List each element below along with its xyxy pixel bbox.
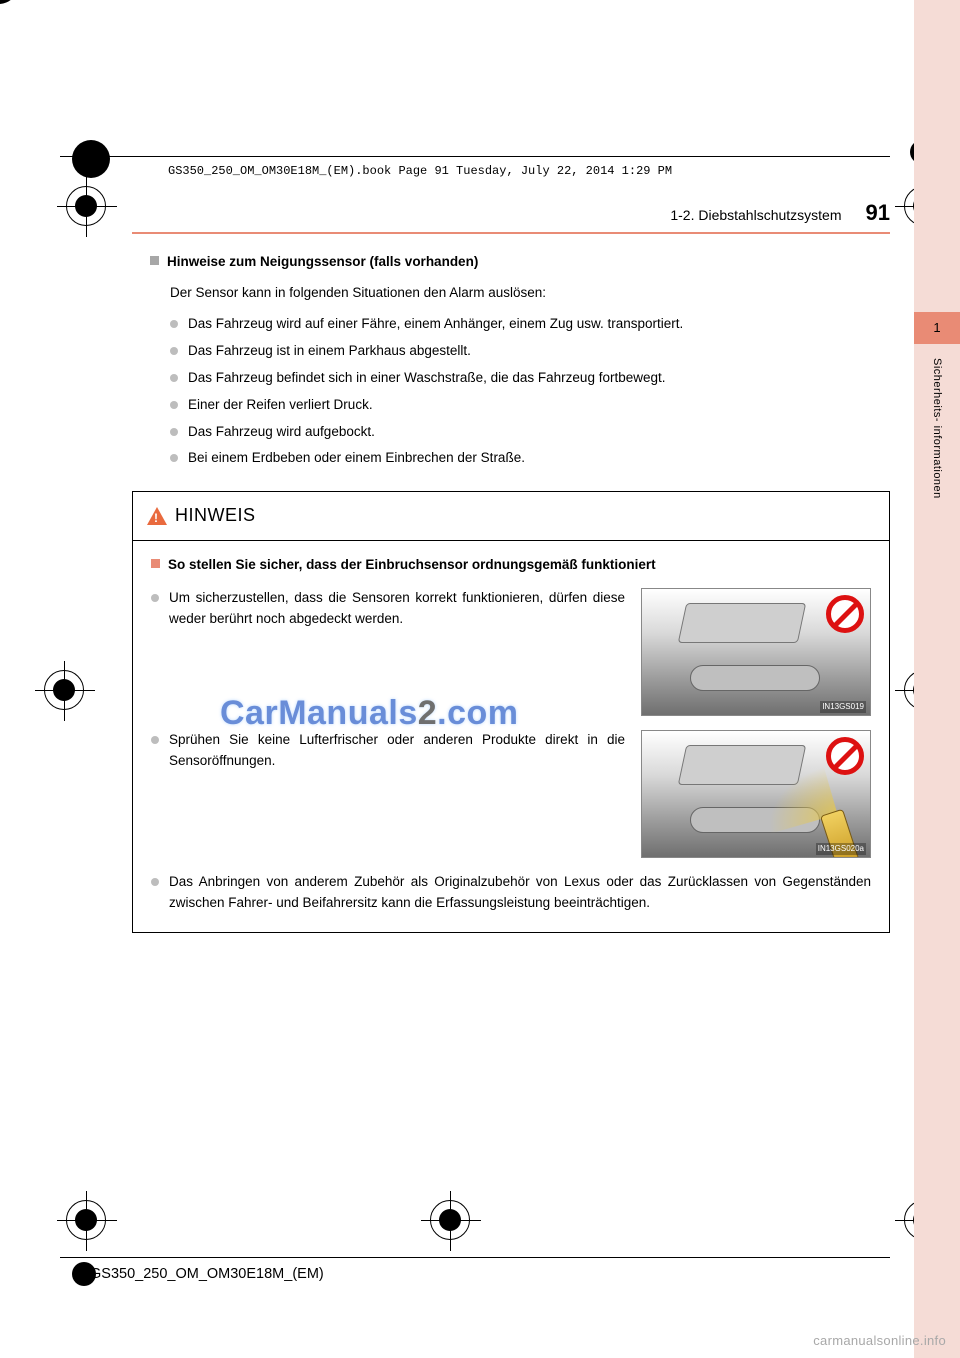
chapter-label: Sicherheits- informationen: [931, 346, 943, 511]
chapter-number-tab: 1: [914, 312, 960, 344]
watermark-part-3: .com: [437, 694, 518, 732]
illustration-sensor-no-touch: IN13GS019: [641, 588, 871, 716]
chapter-number: 1: [914, 312, 960, 343]
footer-doc-id: GS350_250_OM_OM30E18M_(EM): [90, 1266, 324, 1282]
print-reg-burst-br: [0, 0, 18, 4]
crop-line-bottom: [60, 1257, 890, 1258]
list-item: Einer der Reifen verliert Druck.: [170, 395, 890, 416]
tilt-sensor-heading: Hinweise zum Neigungssensor (falls vorha…: [150, 252, 890, 273]
print-reg-target-bm: [430, 1200, 470, 1240]
prohibit-icon: [826, 595, 864, 633]
notice-row-2-text: Sprühen Sie keine Lufterfrischer oder an…: [151, 730, 625, 772]
page-number: 91: [866, 200, 890, 226]
notice-row-1-paragraph: Um sicherzustellen, dass die Sensoren ko…: [151, 588, 625, 630]
list-item: Das Fahrzeug wird aufgebockt.: [170, 422, 890, 443]
illustration-code: IN13GS019: [820, 701, 866, 713]
tilt-sensor-bullets: Das Fahrzeug wird auf einer Fähre, einem…: [170, 314, 890, 470]
notice-label: HINWEIS: [175, 502, 256, 530]
print-reg-burst-tl: [72, 140, 110, 178]
square-marker-icon: [151, 559, 160, 568]
body-text: Hinweise zum Neigungssensor (falls vorha…: [132, 252, 890, 933]
illustration-code: IN13GS020a: [816, 843, 866, 855]
page-content: 1-2. Diebstahlschutzsystem 91 Hinweise z…: [132, 200, 890, 933]
notice-row-2: Sprühen Sie keine Lufterfrischer oder an…: [151, 730, 871, 858]
list-item: Das Fahrzeug befindet sich in einer Wasc…: [170, 368, 890, 389]
notice-subheading: So stellen Sie sicher, dass der Einbruch…: [151, 555, 871, 576]
print-reg-target-ml: [44, 670, 84, 710]
crop-line-top: [60, 156, 890, 157]
book-stamp: GS350_250_OM_OM30E18M_(EM).book Page 91 …: [168, 164, 672, 178]
square-marker-icon: [150, 256, 159, 265]
overhead-console-shape: [678, 603, 807, 643]
watermark: CarManuals2.com: [220, 694, 519, 733]
list-item: Das Fahrzeug ist in einem Parkhaus abges…: [170, 341, 890, 362]
footer-site: carmanualsonline.info: [813, 1333, 946, 1348]
illustration-sensor-no-spray: IN13GS020a: [641, 730, 871, 858]
tilt-sensor-heading-text: Hinweise zum Neigungssensor (falls vorha…: [167, 254, 478, 269]
print-reg-target-bl: [66, 1200, 106, 1240]
mirror-shape: [690, 665, 820, 691]
notice-full-bullet: Das Anbringen von anderem Zubehör als Or…: [151, 872, 871, 914]
list-item: Bei einem Erdbeben oder einem Einbrechen…: [170, 448, 890, 469]
list-item: Das Fahrzeug wird auf einer Fähre, einem…: [170, 314, 890, 335]
chapter-label-tab: Sicherheits- informationen: [914, 346, 960, 556]
notice-head: HINWEIS: [133, 492, 889, 541]
tilt-sensor-intro: Der Sensor kann in folgenden Situationen…: [170, 283, 890, 304]
section-path: 1-2. Diebstahlschutzsystem: [670, 207, 841, 223]
notice-body: So stellen Sie sicher, dass der Einbruch…: [133, 541, 889, 932]
prohibit-icon: [826, 737, 864, 775]
running-head: 1-2. Diebstahlschutzsystem 91: [132, 200, 890, 234]
print-reg-target-tl: [66, 186, 106, 226]
chapter-side-strip: [914, 0, 960, 1358]
notice-row-2-paragraph: Sprühen Sie keine Lufterfrischer oder an…: [151, 730, 625, 772]
warning-triangle-icon: [147, 507, 167, 525]
notice-subheading-text: So stellen Sie sicher, dass der Einbruch…: [168, 557, 656, 572]
watermark-part-2: 2: [418, 694, 437, 732]
watermark-part-1: CarManuals: [220, 694, 418, 732]
notice-row-1-text: Um sicherzustellen, dass die Sensoren ko…: [151, 588, 625, 630]
